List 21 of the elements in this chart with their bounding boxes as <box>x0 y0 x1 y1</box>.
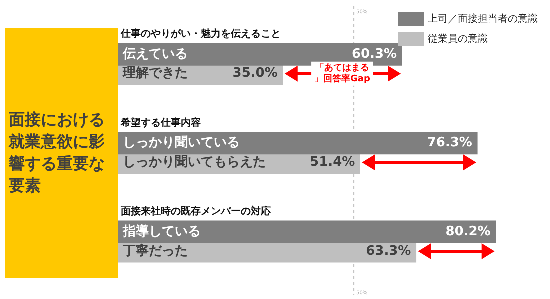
data-label: 80.2% <box>446 224 491 240</box>
annotation: 希望する仕事内容 <box>120 116 201 129</box>
data-label: 51.4% <box>310 155 356 170</box>
text: 面接における就業意欲に影響する重要な要素 <box>5 28 118 278</box>
legend-label: 上司／面接担当者の意識 <box>428 12 538 26</box>
annotation: 面接来社時の既存メンバーの対応 <box>120 206 272 218</box>
annotation: 「あてはまる」回答率Gap <box>314 62 371 85</box>
bar <box>118 132 478 155</box>
y-tick-label: 理解できた <box>122 66 188 82</box>
y-tick-label: しっかり聞いてもらえた <box>123 155 266 170</box>
data-label: 76.3% <box>427 136 472 151</box>
y-tick-label: しっかり聞いている <box>123 136 240 151</box>
data-label: 60.3% <box>352 46 398 62</box>
bar <box>118 220 496 244</box>
y-tick-label: 丁寧だった <box>122 242 188 259</box>
data-label: 63.3% <box>366 244 412 259</box>
data-label: 35.0% <box>232 66 278 82</box>
annotation: 仕事のやりがい・魅力を伝えること <box>120 28 281 40</box>
y-tick-label: 伝えている <box>122 46 188 62</box>
legend-label: 従業員の意識 <box>428 32 488 46</box>
y-tick-label: 指導している <box>122 224 201 240</box>
